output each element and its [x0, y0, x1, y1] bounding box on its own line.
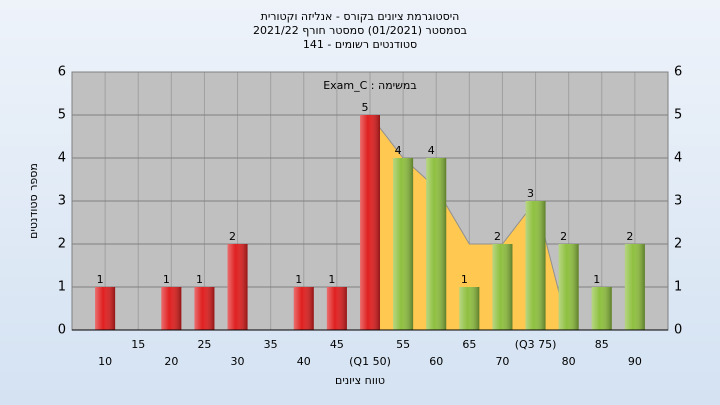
value-label: 5: [362, 101, 369, 114]
x-tick-label: 40: [297, 355, 311, 368]
bar-shade: [360, 115, 380, 330]
value-label: 1: [328, 273, 335, 286]
x-tick-label: 60: [429, 355, 443, 368]
value-label: 1: [461, 273, 468, 286]
value-label: 1: [295, 273, 302, 286]
bar-shade: [95, 287, 116, 330]
bar-shade: [393, 158, 414, 330]
bar-shade: [591, 287, 612, 330]
x-tick-label: 80: [562, 355, 576, 368]
bar-shade: [459, 287, 480, 330]
y2-tick-label: 2: [674, 237, 682, 252]
y2-tick-label: 4: [674, 151, 682, 166]
chart-subtitle: בסמסטר (01/2021) סמסטר חורף 2021/22: [253, 24, 467, 37]
value-label: 2: [560, 230, 567, 243]
bar-shade: [227, 244, 248, 330]
y-tick-label: 6: [58, 65, 66, 80]
value-label: 2: [494, 230, 501, 243]
value-label: 2: [229, 230, 236, 243]
x-tick-label: 45: [330, 338, 344, 351]
x-tick-label: 85: [595, 338, 609, 351]
bar-shade: [492, 244, 513, 330]
bar-shade: [558, 244, 579, 330]
y2-tick-label: 1: [674, 280, 682, 295]
y-tick-label: 3: [58, 194, 66, 209]
y-axis-label: מספר סטודנטים: [27, 163, 40, 239]
x-tick-label: (Q3 75): [515, 338, 557, 351]
x-tick-label: 20: [164, 355, 178, 368]
x-axis-label: טווח ציונים: [335, 374, 385, 387]
y2-tick-label: 5: [674, 108, 682, 123]
value-label: 3: [527, 187, 534, 200]
value-label: 1: [196, 273, 203, 286]
x-tick-label: 70: [495, 355, 509, 368]
bar-shade: [161, 287, 182, 330]
bar-shade: [194, 287, 215, 330]
x-tick-label: 55: [396, 338, 410, 351]
y-tick-label: 1: [58, 280, 66, 295]
x-tick-label: 65: [462, 338, 476, 351]
x-tick-label: 10: [98, 355, 112, 368]
y2-tick-label: 6: [674, 65, 682, 80]
x-tick-label: 30: [231, 355, 245, 368]
bar-shade: [326, 287, 347, 330]
y2-tick-label: 3: [674, 194, 682, 209]
value-label: 1: [97, 273, 104, 286]
value-label: 2: [626, 230, 633, 243]
y-tick-label: 0: [58, 323, 66, 338]
y2-tick-label: 0: [674, 323, 682, 338]
value-label: 4: [395, 144, 402, 157]
x-tick-label: 35: [264, 338, 278, 351]
x-tick-label: 90: [628, 355, 642, 368]
y-tick-label: 2: [58, 237, 66, 252]
bar-shade: [426, 158, 447, 330]
x-tick-label: (Q1 50): [349, 355, 391, 368]
y-tick-label: 4: [58, 151, 66, 166]
value-label: 1: [163, 273, 170, 286]
value-label: 4: [428, 144, 435, 157]
bar-shade: [525, 201, 546, 330]
value-label: 1: [593, 273, 600, 286]
chart-subtitle: סטודנטים רשומים - 141: [303, 38, 417, 51]
x-tick-label: 15: [131, 338, 145, 351]
bar-shade: [293, 287, 314, 330]
y-tick-label: 5: [58, 108, 66, 123]
area: [369, 113, 570, 331]
chart-title: היסטוגרמת ציונים בקורס - אנליזה וקטורית: [261, 10, 460, 23]
x-tick-label: 25: [197, 338, 211, 351]
bar-shade: [624, 244, 645, 330]
